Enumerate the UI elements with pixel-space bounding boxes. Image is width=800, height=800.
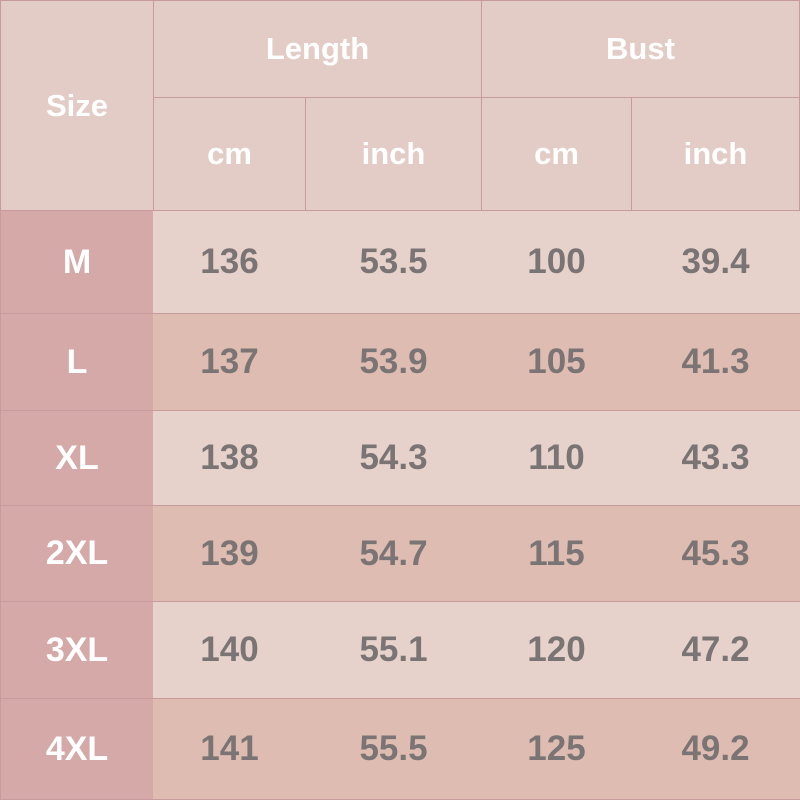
size-label: L bbox=[0, 313, 154, 411]
header-unit: cm bbox=[153, 97, 306, 211]
measurement: 45.3 bbox=[631, 505, 800, 602]
header-unit: inch bbox=[631, 97, 800, 211]
measurement: 120 bbox=[481, 601, 632, 699]
measurement: 141 bbox=[153, 698, 306, 800]
measurement: 53.5 bbox=[305, 210, 482, 314]
measurement: 138 bbox=[153, 410, 306, 506]
measurement: 137 bbox=[153, 313, 306, 411]
measurement: 55.1 bbox=[305, 601, 482, 699]
measurement: 41.3 bbox=[631, 313, 800, 411]
size-label: M bbox=[0, 210, 154, 314]
measurement: 100 bbox=[481, 210, 632, 314]
header-unit: cm bbox=[481, 97, 632, 211]
header-group: Length bbox=[153, 0, 482, 98]
measurement: 43.3 bbox=[631, 410, 800, 506]
measurement: 47.2 bbox=[631, 601, 800, 699]
size-label: 2XL bbox=[0, 505, 154, 602]
measurement: 110 bbox=[481, 410, 632, 506]
measurement: 140 bbox=[153, 601, 306, 699]
measurement: 136 bbox=[153, 210, 306, 314]
measurement: 139 bbox=[153, 505, 306, 602]
size-label: 4XL bbox=[0, 698, 154, 800]
header-size: Size bbox=[0, 0, 154, 211]
measurement: 115 bbox=[481, 505, 632, 602]
header-group: Bust bbox=[481, 0, 800, 98]
measurement: 49.2 bbox=[631, 698, 800, 800]
measurement: 125 bbox=[481, 698, 632, 800]
header-unit: inch bbox=[305, 97, 482, 211]
measurement: 54.3 bbox=[305, 410, 482, 506]
measurement: 53.9 bbox=[305, 313, 482, 411]
measurement: 54.7 bbox=[305, 505, 482, 602]
size-label: 3XL bbox=[0, 601, 154, 699]
measurement: 55.5 bbox=[305, 698, 482, 800]
size-label: XL bbox=[0, 410, 154, 506]
measurement: 39.4 bbox=[631, 210, 800, 314]
measurement: 105 bbox=[481, 313, 632, 411]
